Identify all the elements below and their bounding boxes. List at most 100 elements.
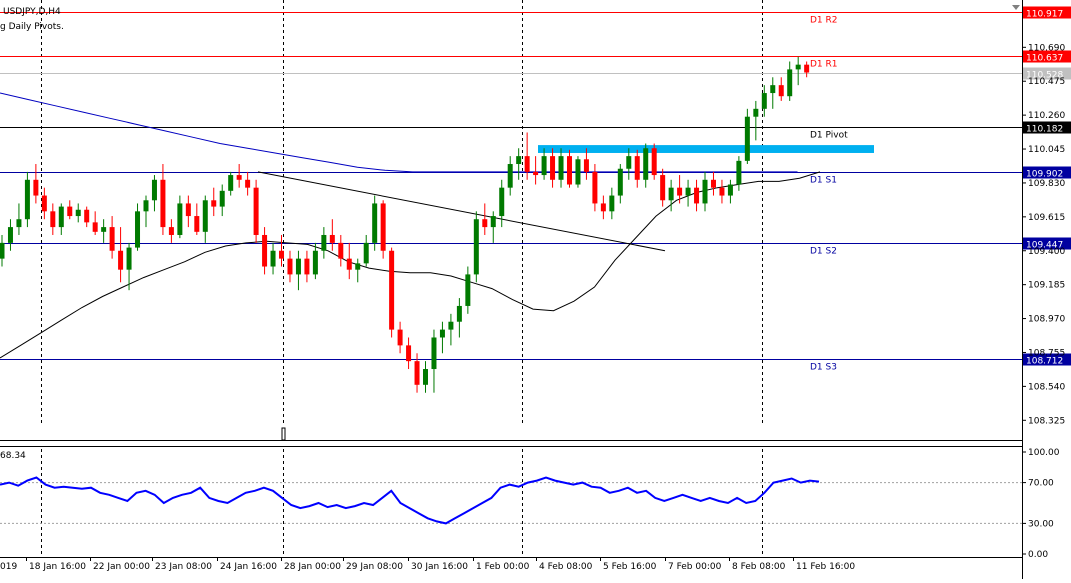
candle-body [236,175,242,180]
candle-body [668,187,674,201]
candle-body [262,234,268,267]
candle-body [41,195,47,212]
pivot-name-label: D1 S2 [810,247,837,257]
time-tick-label: 28 Jan 00:00 [284,562,341,572]
candle-body [702,179,708,204]
candle-body [778,85,784,97]
pivot-price-tag [1023,237,1071,250]
indicator-label: g Daily Pivots. [0,22,64,32]
time-tick-label: 22 Jan 00:00 [93,562,150,572]
candle-body [177,203,183,235]
price-tick-label: 109.830 [1028,179,1065,189]
candle-body [456,305,462,322]
candle-body [609,195,615,212]
candle-body [482,219,488,228]
candle-body [338,242,344,259]
price-tick-label: 108.325 [1028,416,1065,426]
candle-body [270,250,276,267]
candle-body [516,156,522,165]
grid-layer [41,0,763,557]
current-price-label: 110.528 [1026,71,1063,81]
pivot-price-label: 110.917 [1026,10,1063,20]
pivot-price-tag [1023,50,1071,63]
candle-body [550,156,556,180]
candle-body [685,187,691,196]
pivot-price-tag [1023,353,1071,366]
candle-body [770,85,776,94]
price-tick-label: 110.690 [1028,43,1065,53]
candle-body [795,64,801,70]
moving-averages-layer [0,92,821,359]
candle-body [634,156,640,180]
candle-body [524,156,530,172]
candle-body [541,156,547,176]
candle-body [67,206,73,217]
candle-body [583,159,589,172]
candle-body [465,274,471,306]
candle-body [575,159,581,185]
candle-body [151,179,157,201]
pivot-price-tag [1023,166,1071,179]
pivot-price-label: 108.712 [1026,357,1063,367]
oscillator-value-label: 68.34 [0,451,26,461]
time-tick-label: 019 [0,562,17,572]
price-tick-label: 108.970 [1028,315,1065,325]
candle-body [643,148,649,180]
price-tick-label: 110.260 [1028,111,1065,121]
pivot-price-label: 110.182 [1026,125,1063,135]
time-tick-label: 8 Feb 08:00 [732,562,786,572]
time-tick-label: 7 Feb 00:00 [668,562,722,572]
candle-body [804,64,810,73]
candle-body [363,242,369,264]
candle-body [211,200,217,207]
pivot-name-label: D1 S3 [810,363,837,373]
price-tick-label: 109.615 [1028,213,1065,223]
oscillator-tick-label: 100.00 [1028,448,1060,458]
pivot-name-label: D1 R1 [810,60,838,70]
pivot-name-label: D1 Pivot [810,131,848,141]
candle-body [787,69,793,97]
candle-body [0,242,5,259]
candle-body [160,179,166,228]
trend-line [257,171,666,252]
pivot-price-label: 109.447 [1026,241,1063,251]
candle-body [389,250,395,330]
candle-body [118,250,124,270]
candle-body [58,206,64,228]
candle-body [617,168,623,196]
candle-body [423,369,428,385]
candle-body [600,203,606,212]
candle-body [346,258,352,270]
candle-body [329,234,335,243]
price-tick-label: 109.400 [1028,247,1065,257]
candle-body [431,337,437,370]
candle-body [380,203,386,251]
candle-body [109,227,115,251]
candle-body [651,148,657,176]
candle-body [592,171,598,204]
candle-body [279,250,285,259]
candle-body [439,329,445,338]
candle-body [507,164,513,188]
price-tick-label: 108.540 [1028,382,1065,392]
candle-body [753,108,759,117]
candle-body [499,187,505,217]
time-tick-label: 29 Jan 08:00 [346,562,403,572]
candle-body [194,216,200,232]
candle-body [287,258,293,275]
candle-body [677,187,683,196]
candle-body [245,179,251,188]
candle-body [7,227,13,243]
time-tick-label: 23 Jan 08:00 [155,562,212,572]
pivot-name-label: D1 R2 [810,16,838,26]
candle-body [719,187,725,196]
pivot-price-label: 110.637 [1026,54,1063,64]
pivot-price-tag [1023,6,1071,19]
current-price-tag [1023,67,1071,80]
chart-shift-marker [1012,5,1020,10]
candle-body [75,209,81,217]
time-tick-label: 5 Feb 16:00 [603,562,657,572]
candle-body [101,227,107,232]
